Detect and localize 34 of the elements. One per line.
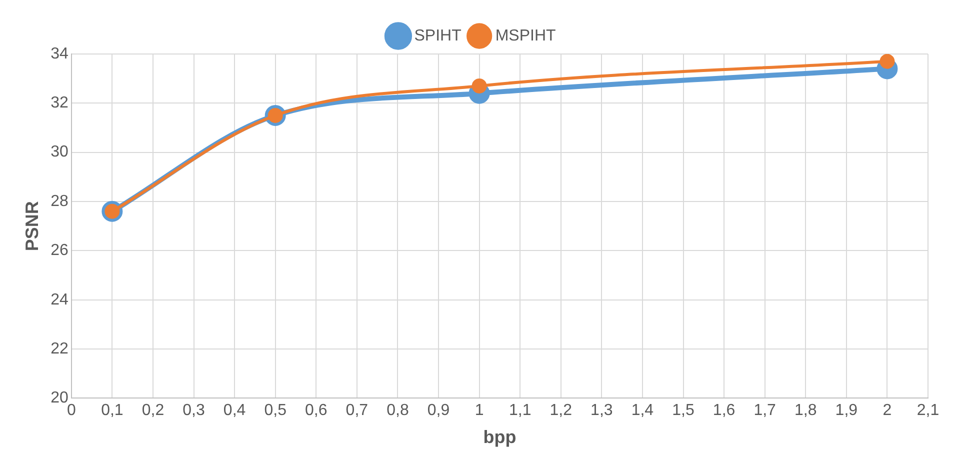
x-tick-label: 1 (474, 402, 484, 420)
y-tick-label: 20 (50, 390, 68, 407)
x-tick-label: 0,9 (427, 402, 450, 420)
y-axis-title: PSNR (22, 201, 42, 252)
x-tick-label: 1,2 (550, 402, 572, 420)
legend-label: MSPIHT (495, 27, 556, 44)
x-tick-label: 1,7 (754, 402, 776, 420)
x-tick-label: 1,8 (794, 402, 817, 420)
x-tick-label: 0,7 (346, 402, 368, 420)
x-axis-title: bpp (483, 427, 516, 448)
x-tick-label: 0,3 (182, 402, 205, 420)
legend-label: SPIHT (414, 27, 462, 44)
x-tick-label: 1,6 (712, 402, 736, 420)
x-tick-label: 0 (66, 402, 76, 420)
x-tick-label: 0,5 (264, 402, 287, 420)
y-tick-label: 26 (50, 242, 68, 260)
x-tick-label: 0,1 (101, 402, 124, 420)
x-tick-label: 1,9 (835, 402, 858, 420)
x-tick-label: 2 (882, 402, 892, 420)
x-tick-label: 0,6 (305, 402, 328, 420)
x-tick-label: 1,5 (672, 402, 694, 420)
x-tick-label: 1,3 (590, 402, 613, 420)
y-tick-label: 28 (50, 192, 68, 210)
y-tick-label: 30 (50, 144, 68, 161)
x-tick-label: 0,4 (223, 402, 246, 420)
x-tick-label: 2,1 (916, 402, 940, 420)
y-tick-label: 34 (50, 45, 68, 62)
x-tick-label: 0,2 (142, 402, 164, 420)
y-tick-label: 32 (50, 94, 68, 112)
x-tick-label: 1,4 (631, 402, 654, 420)
y-tick-label: 24 (50, 291, 68, 308)
x-tick-label: 1,1 (508, 402, 532, 420)
y-tick-label: 22 (50, 340, 68, 358)
x-tick-label: 0,8 (386, 402, 409, 420)
